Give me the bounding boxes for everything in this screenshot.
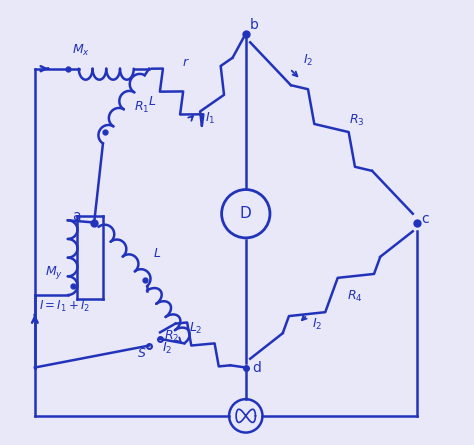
Text: $I_2$: $I_2$ xyxy=(303,53,313,69)
Text: $I_2$: $I_2$ xyxy=(312,317,322,332)
Text: D: D xyxy=(240,206,252,221)
Text: c: c xyxy=(421,211,429,226)
Text: $M_y$: $M_y$ xyxy=(46,264,64,281)
Text: $I_1$: $I_1$ xyxy=(205,110,216,125)
Text: $R_2$: $R_2$ xyxy=(164,329,180,344)
Text: $R_3$: $R_3$ xyxy=(349,113,365,128)
Text: $M_x$: $M_x$ xyxy=(72,43,90,58)
Text: $I = I_1 + I_2$: $I = I_1 + I_2$ xyxy=(39,299,91,315)
Text: $I_2$: $I_2$ xyxy=(162,341,173,356)
Text: a: a xyxy=(73,209,81,223)
Text: b: b xyxy=(250,18,259,32)
Text: $R_4$: $R_4$ xyxy=(347,288,363,303)
Text: $L_2$: $L_2$ xyxy=(189,321,202,336)
Text: L: L xyxy=(149,95,156,108)
Text: L: L xyxy=(154,247,161,259)
Text: d: d xyxy=(252,361,261,375)
Text: S: S xyxy=(138,347,146,360)
Text: r: r xyxy=(182,57,187,69)
Text: $R_1$: $R_1$ xyxy=(134,99,149,114)
